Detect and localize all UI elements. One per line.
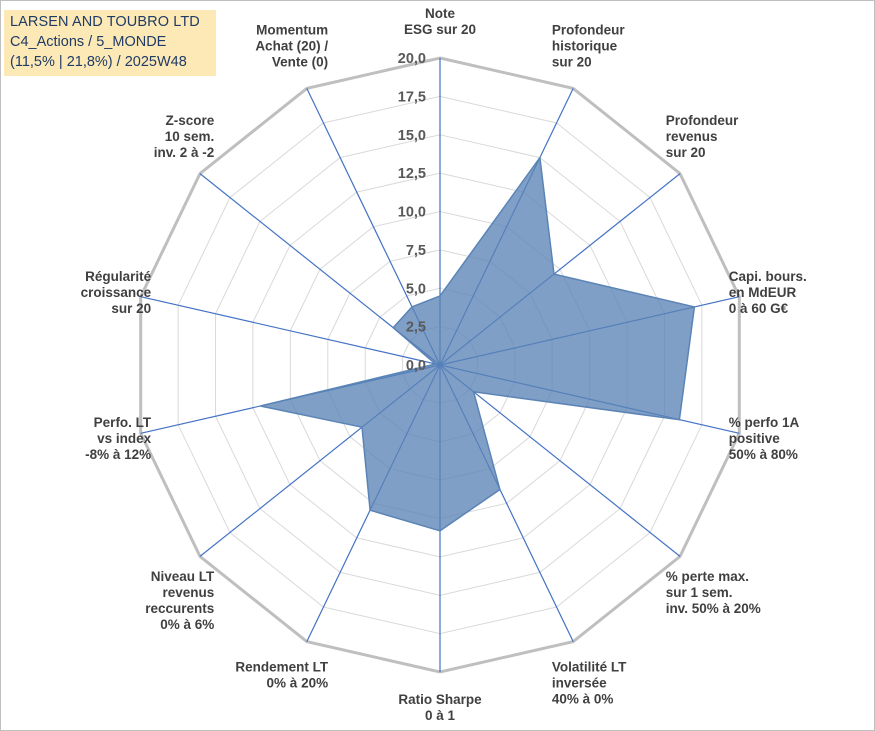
axis-label-line: sur 20	[666, 145, 706, 160]
axis-label-line: sur 20	[552, 54, 592, 69]
tick-label-4: 10,0	[398, 205, 426, 221]
axis-label-line: Capi. bours.	[729, 269, 807, 284]
axis-label-line: % perte max.	[666, 569, 749, 584]
axis-label-line: reccurents	[145, 601, 214, 616]
title-company: LARSEN AND TOUBRO LTD	[10, 14, 200, 30]
axis-label-line: revenus	[163, 585, 215, 600]
axis-label-line: 0% à 6%	[160, 617, 214, 632]
axis-label-line: Achat (20) /	[255, 38, 328, 53]
axis-label-line: ESG sur 20	[404, 22, 476, 37]
axis-label-line: Note	[425, 6, 455, 21]
axis-label-line: sur 1 sem.	[666, 585, 733, 600]
axis-label-line: en MdEUR	[729, 285, 797, 300]
axis-label-line: 0% à 20%	[267, 676, 329, 691]
axis-label-line: -8% à 12%	[85, 447, 151, 462]
axis-label-line: inv. 50% à 20%	[666, 601, 761, 616]
axis-label-line: Niveau LT	[151, 569, 215, 584]
axis-label-line: Perfo. LT	[94, 415, 152, 430]
axis-label-line: vs index	[97, 431, 152, 446]
tick-label-7: 17,5	[398, 89, 426, 105]
axis-label-line: inversée	[552, 676, 607, 691]
axis-label-line: Rendement LT	[235, 660, 329, 675]
tick-label-0: 0,0	[406, 358, 426, 374]
spoke-6	[439, 364, 681, 557]
axis-label-line: Ratio Sharpe	[398, 692, 482, 707]
axis-label-line: Profondeur	[552, 22, 625, 37]
axis-label-line: Momentum	[256, 22, 328, 37]
axis-label-line: 0 à 60 G€	[729, 301, 789, 316]
radar-tick-labels: 0,0 2,5 5,0 7,5 10,0 12,5 15,0 17,5 20,0	[398, 51, 426, 374]
axis-label-line: Régularité	[85, 269, 152, 284]
axis-label-9: Rendement LT0% à 20%	[235, 660, 329, 691]
axis-label-6: % perte max.sur 1 sem.inv. 50% à 20%	[666, 569, 761, 616]
tick-label-3: 7,5	[406, 243, 426, 259]
axis-label-line: 40% à 0%	[552, 692, 614, 707]
axis-label-line: croissance	[81, 285, 152, 300]
axis-label-line: 10 sem.	[165, 129, 215, 144]
title-period: (11,5% | 21,8%) / 2025W48	[10, 54, 187, 70]
axis-label-line: 0 à 1	[425, 708, 456, 723]
axis-label-line: Profondeur	[666, 113, 739, 128]
axis-label-line: sur 20	[111, 301, 151, 316]
tick-label-6: 15,0	[398, 128, 426, 144]
axis-label-line: Vente (0)	[272, 54, 328, 69]
tick-label-8: 20,0	[398, 51, 426, 67]
axis-label-line: revenus	[666, 129, 718, 144]
axis-label-line: Z-score	[166, 113, 215, 128]
axis-label-line: historique	[552, 38, 618, 53]
axis-label-line: Volatilité LT	[552, 660, 627, 675]
radar-series	[260, 155, 696, 532]
axis-label-line: 50% à 80%	[729, 447, 798, 462]
title-category: C4_Actions / 5_MONDE	[10, 34, 167, 50]
spoke-12	[140, 296, 441, 366]
axis-label-line: % perfo 1A	[729, 415, 800, 430]
axis-label-line: positive	[729, 431, 781, 446]
tick-label-2: 5,0	[406, 281, 426, 297]
axis-label-line: inv. 2 à -2	[154, 145, 215, 160]
title-box: LARSEN AND TOUBRO LTD C4_Actions / 5_MON…	[4, 10, 216, 76]
tick-label-5: 12,5	[398, 166, 426, 182]
tick-label-1: 2,5	[406, 320, 426, 336]
